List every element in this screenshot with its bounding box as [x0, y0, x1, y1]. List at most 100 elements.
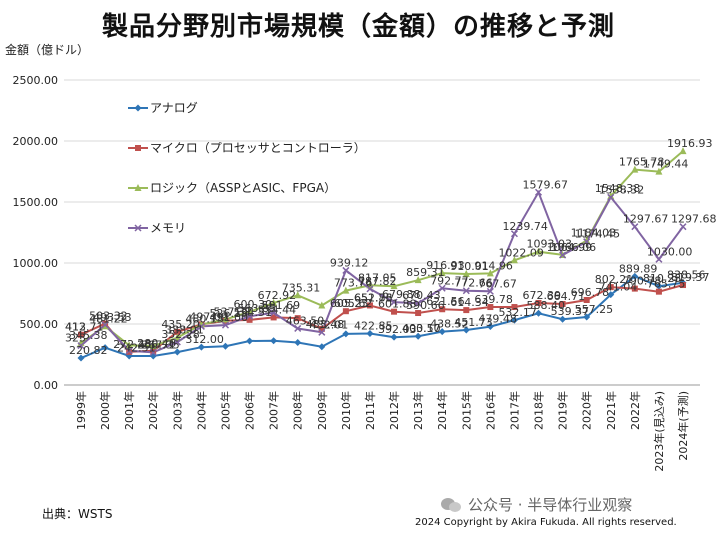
data-point: [559, 300, 566, 307]
x-tick-label: 2013年: [411, 391, 425, 430]
data-label: 765.75: [647, 278, 686, 291]
data-label: 651.73: [354, 291, 393, 304]
data-label: 792.77: [430, 274, 469, 287]
legend-label: マイクロ（プロセッサとコントローラ）: [150, 141, 366, 155]
watermark-text: 公众号 · 半导体行业观察: [468, 496, 633, 514]
legend-marker: [135, 145, 141, 151]
data-point: [390, 298, 398, 306]
data-label: 432.01: [310, 318, 349, 331]
data-label: 534.51: [234, 306, 273, 319]
data-point: [583, 238, 591, 246]
data-point: [631, 165, 639, 173]
data-label: 1538.32: [599, 183, 645, 196]
data-point: [583, 236, 591, 244]
data-label: 554.44: [258, 303, 297, 316]
x-tick-label: 2010年: [339, 391, 353, 430]
data-label: 267.35: [141, 338, 180, 351]
data-point: [366, 302, 373, 309]
data-point: [559, 315, 567, 323]
data-label: 672.39: [523, 289, 562, 302]
data-point: [390, 333, 398, 341]
data-label: 312.00: [185, 333, 224, 346]
data-point: [149, 342, 157, 350]
data-point: [318, 301, 326, 309]
data-point: [318, 325, 325, 332]
data-label: 1548.38: [595, 182, 641, 195]
data-point: [583, 296, 590, 303]
data-point: [462, 287, 470, 295]
data-point: [680, 282, 686, 289]
x-tick-label: 2022年: [628, 391, 642, 430]
data-point: [510, 256, 518, 264]
data-point: [510, 316, 518, 324]
data-label: 272.43: [113, 338, 152, 351]
data-label: 670.43: [402, 289, 441, 302]
data-label: 819.37: [671, 271, 710, 284]
data-label: 539.37: [551, 305, 590, 318]
data-point: [294, 324, 302, 332]
data-label: 422.85: [354, 319, 393, 332]
data-point: [294, 315, 301, 322]
data-label: 323: [65, 332, 86, 345]
data-point: [486, 269, 494, 277]
data-point: [607, 193, 615, 201]
x-tick-label: 2009年: [315, 391, 329, 430]
data-label: 1239.74: [502, 220, 548, 233]
data-label: 345.38: [69, 329, 108, 342]
data-point: [125, 347, 133, 355]
x-tick-label: 2021年: [604, 391, 618, 430]
data-label: 817.05: [358, 271, 397, 284]
data-label: 352.28: [161, 328, 200, 341]
data-label: 802.21: [595, 273, 634, 286]
x-tick-label: 2008年: [291, 391, 305, 430]
legend-label: ロジック（ASSPとASIC、FPGA）: [150, 181, 336, 195]
data-point: [510, 230, 518, 238]
data-label: 767.67: [478, 277, 517, 290]
data-point: [607, 284, 614, 291]
data-label: 242.51: [117, 341, 156, 354]
data-point: [534, 188, 543, 196]
legend-marker: [134, 224, 142, 232]
data-point: [631, 285, 638, 292]
x-tick-label: 2020年: [580, 391, 594, 430]
data-point: [438, 284, 446, 292]
y-tick-label: 1500.00: [13, 196, 59, 209]
data-label: 664.71: [547, 290, 586, 303]
data-label: 1184.03: [571, 227, 617, 240]
data-point: [679, 147, 687, 155]
data-point: [174, 328, 181, 335]
data-label: 605.62: [334, 297, 373, 310]
data-point: [631, 272, 639, 280]
data-point: [318, 328, 326, 336]
data-label: 1297.67: [623, 213, 669, 226]
data-label: 810.25: [643, 272, 682, 285]
data-point: [655, 255, 663, 263]
data-label: 557.25: [575, 303, 614, 316]
data-label: 672.92: [258, 289, 297, 302]
x-tick-label: 2004年: [194, 391, 208, 430]
data-label: 266.71: [137, 338, 176, 351]
data-point: [246, 307, 254, 315]
data-label: 1064.99: [547, 241, 593, 254]
data-point: [78, 331, 84, 338]
data-point: [414, 276, 422, 284]
data-label: 600.30: [234, 298, 273, 311]
x-tick-label: 2012年: [387, 391, 401, 430]
data-label: 1765.78: [619, 156, 665, 169]
x-tick-label: 2000年: [98, 391, 112, 430]
data-label: 388.01: [165, 324, 204, 337]
data-point: [390, 282, 398, 290]
y-tick-label: 500.00: [20, 318, 59, 331]
data-label: 497.09: [189, 310, 228, 323]
legend-label: アナログ: [150, 101, 198, 115]
y-axis-label: 金額（億ドル）: [5, 42, 89, 57]
data-label: 916.93: [426, 259, 465, 272]
data-label: 859.31: [406, 266, 445, 279]
x-tick-label: 2016年: [483, 391, 497, 430]
data-point: [246, 316, 253, 323]
data-label: 403.50: [402, 322, 441, 335]
data-label: 526.19: [209, 307, 248, 320]
data-point: [462, 269, 470, 277]
legend-marker: [134, 184, 142, 191]
data-point: [655, 282, 663, 290]
